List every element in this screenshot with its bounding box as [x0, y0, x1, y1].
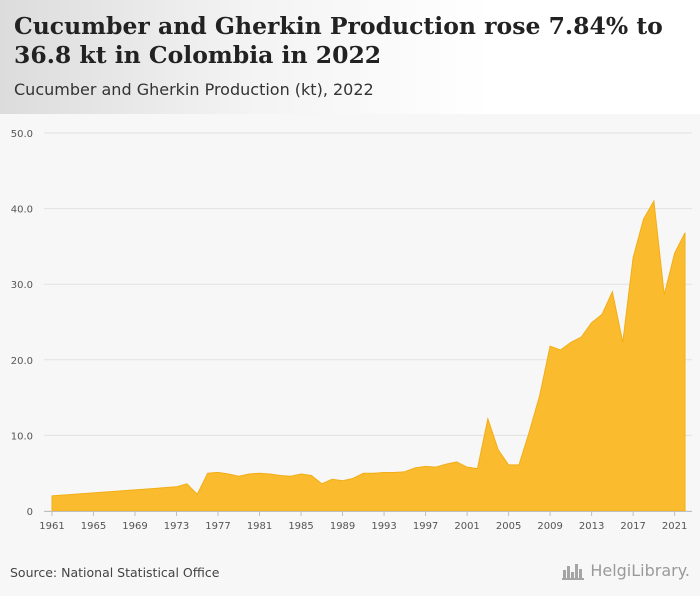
- y-tick-label: 40.0: [11, 205, 33, 216]
- x-tick-label: 2009: [537, 521, 562, 532]
- y-axis-ticks: 0 10.0 20.0 30.0 40.0 50.0: [11, 129, 33, 518]
- page-title: Cucumber and Gherkin Production rose 7.8…: [14, 12, 663, 69]
- city-skyline-icon: [562, 563, 585, 580]
- y-tick-label: 20.0: [11, 356, 33, 367]
- x-tick-label: 1965: [81, 521, 106, 532]
- helgi-library-logo: HelgiLibrary.: [562, 561, 690, 580]
- logo-text: HelgiLibrary.: [590, 561, 690, 580]
- header-band: [0, 0, 700, 114]
- y-tick-label: 0: [27, 507, 33, 518]
- x-tick-label: 2017: [620, 521, 645, 532]
- series-area: [51, 199, 686, 512]
- x-tick-label: 2005: [496, 521, 521, 532]
- x-tick-label: 2013: [579, 521, 604, 532]
- x-tick-label: 1977: [205, 521, 230, 532]
- x-tick-label: 1973: [164, 521, 189, 532]
- x-tick-label: 1997: [413, 521, 438, 532]
- y-tick-label: 30.0: [11, 280, 33, 291]
- x-tick-label: 1961: [39, 521, 64, 532]
- y-tick-label: 50.0: [11, 129, 33, 140]
- x-axis-ticks: 1961 1965 1969 1973 1977 1981 1985 1989 1993 1997…: [39, 511, 692, 532]
- x-tick-label: 1993: [371, 521, 396, 532]
- source-note: Source: National Statistical Office: [10, 565, 220, 580]
- chart-subtitle: Cucumber and Gherkin Production (kt), 20…: [14, 80, 374, 99]
- y-tick-label: 10.0: [11, 431, 33, 442]
- x-tick-label: 1969: [122, 521, 147, 532]
- x-tick-label: 1981: [247, 521, 272, 532]
- x-tick-label: 1989: [330, 521, 355, 532]
- x-tick-label: 2001: [454, 521, 479, 532]
- footer-band: [0, 548, 700, 596]
- x-tick-label: 1985: [288, 521, 313, 532]
- x-tick-label: 2021: [662, 521, 687, 532]
- production-area: [51, 199, 686, 512]
